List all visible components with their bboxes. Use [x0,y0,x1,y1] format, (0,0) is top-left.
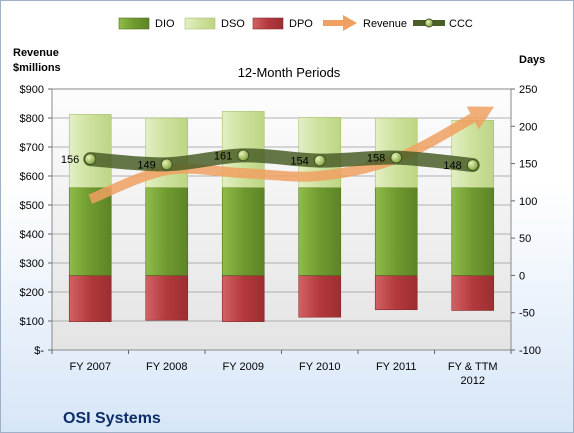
left-tick-label: $600 [20,171,44,183]
plot-area [51,88,512,351]
ccc-data-label: 148 [443,160,461,172]
dio-bar [221,187,265,276]
category-label: FY & TTM [448,361,498,373]
ccc-data-label: 161 [214,150,232,162]
dio-bar [451,187,495,276]
legend-item: DIO [118,17,175,30]
company-name: OSI Systems [63,410,161,427]
category-label: FY 2011 [376,361,417,373]
right-tick-label: 150 [519,159,537,171]
legend-item: CCC [413,18,473,30]
left-tick-label: $700 [20,142,44,154]
dpo-bar [451,275,495,311]
legend-swatch [343,15,357,31]
gridlines [52,117,511,322]
left-axis-title-line1: Revenue [13,47,59,59]
ccc-marker [313,154,326,167]
legend-swatch [252,17,284,30]
right-tick-label: 50 [519,233,531,245]
right-tick-label: 0 [519,270,525,282]
legend-label: DSO [221,18,245,30]
left-axis-title-line2: $millions [13,62,61,74]
legend: DIO DSO DPO Revenue CCC [118,15,473,31]
left-tick-label: $200 [20,287,44,299]
category-label: 2012 [461,375,485,387]
category-label: FY 2009 [223,361,264,373]
left-tick-label: $500 [20,200,44,212]
category-label: FY 2007 [70,361,111,373]
category-label: FY 2008 [146,361,187,373]
right-tick-label: 100 [519,196,537,208]
left-tick-label: $100 [20,316,44,328]
legend-label: DIO [155,18,175,30]
ccc-data-label: 154 [290,156,308,168]
right-tick-label: 250 [519,84,537,96]
dio-bar [68,187,112,276]
left-axis: $- $100 $200 $300 $400 $500 $600 $700 $800 $900 [20,84,52,357]
ccc-series: 156 149 161 154 158 148 [61,148,480,173]
ccc-marker [390,151,403,164]
ccc-data-label: 158 [367,153,385,165]
legend-item: DPO [252,17,313,30]
category-label: FY 2010 [299,361,340,373]
legend-item: DSO [184,17,245,30]
left-tick-label: $- [34,345,44,357]
legend-item: Revenue [323,15,407,31]
right-tick-label: -100 [519,345,541,357]
right-tick-label: -50 [519,308,535,320]
ccc-data-label: 149 [137,159,155,171]
revenue-arrowhead [466,106,494,130]
ccc-marker [84,153,97,166]
legend-swatch [184,17,216,30]
category-axis: FY 2007 FY 2008 FY 2009 FY 2010 FY 2011 FY & … [51,350,512,387]
left-tick-label: $900 [20,84,44,96]
left-tick-label: $300 [20,258,44,270]
ccc-line [83,148,480,173]
legend-swatch [424,18,434,28]
ccc-marker [160,158,173,171]
left-tick-label: $400 [20,229,44,241]
dpo-bar [145,275,189,321]
right-axis: -100 -50 0 50 100 150 200 250 [511,84,541,357]
legend-label: Revenue [363,18,407,30]
legend-swatch [118,17,150,30]
dpo-bar [374,275,418,311]
legend-label: DPO [289,18,313,30]
ccc-marker [466,159,479,172]
left-tick-label: $800 [20,113,44,125]
ccc-data-label: 156 [61,154,79,166]
ccc-marker [237,149,250,162]
dio-bar [298,187,342,276]
dpo-bar [68,275,112,322]
dio-bar [145,187,189,276]
legend-label: CCC [449,18,473,30]
dio-bar [374,187,418,276]
chart-subtitle: 12-Month Periods [238,65,341,80]
dpo-bar [298,275,342,318]
right-tick-label: 200 [519,121,537,133]
right-axis-title: Days [519,54,545,66]
dpo-bar [221,275,265,322]
dso-bar [68,114,112,188]
